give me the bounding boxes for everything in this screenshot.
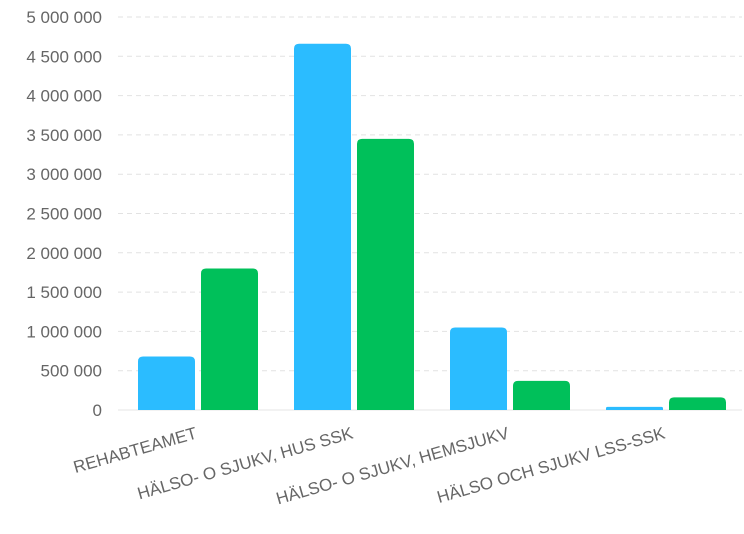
bar-series-2-3[interactable] [513, 380, 570, 410]
y-tick-label: 4 500 000 [26, 47, 102, 66]
y-axis-tick-labels: 0 500 000 1 000 000 1 500 000 2 000 000 2 500… [26, 8, 102, 420]
x-category-label: REHABTEAMET [71, 424, 199, 477]
y-tick-label: 1 500 000 [26, 283, 102, 302]
bar-series-2-2[interactable] [357, 138, 414, 410]
bars [138, 43, 726, 410]
y-tick-label: 3 500 000 [26, 126, 102, 145]
y-tick-label: 2 500 000 [26, 205, 102, 224]
bar-series-2-1[interactable] [201, 268, 258, 410]
y-tick-label: 5 000 000 [26, 8, 102, 27]
bar-series-2-4[interactable] [669, 397, 726, 410]
y-tick-label: 1 000 000 [26, 322, 102, 341]
y-tick-label: 0 [93, 401, 102, 420]
y-tick-label: 3 000 000 [26, 165, 102, 184]
bar-series-1-4[interactable] [606, 406, 663, 410]
y-tick-label: 4 000 000 [26, 87, 102, 106]
bar-series-1-1[interactable] [138, 356, 195, 410]
bar-series-1-3[interactable] [450, 327, 507, 410]
y-tick-label: 500 000 [41, 362, 102, 381]
y-tick-label: 2 000 000 [26, 244, 102, 263]
bar-series-1-2[interactable] [294, 43, 351, 410]
